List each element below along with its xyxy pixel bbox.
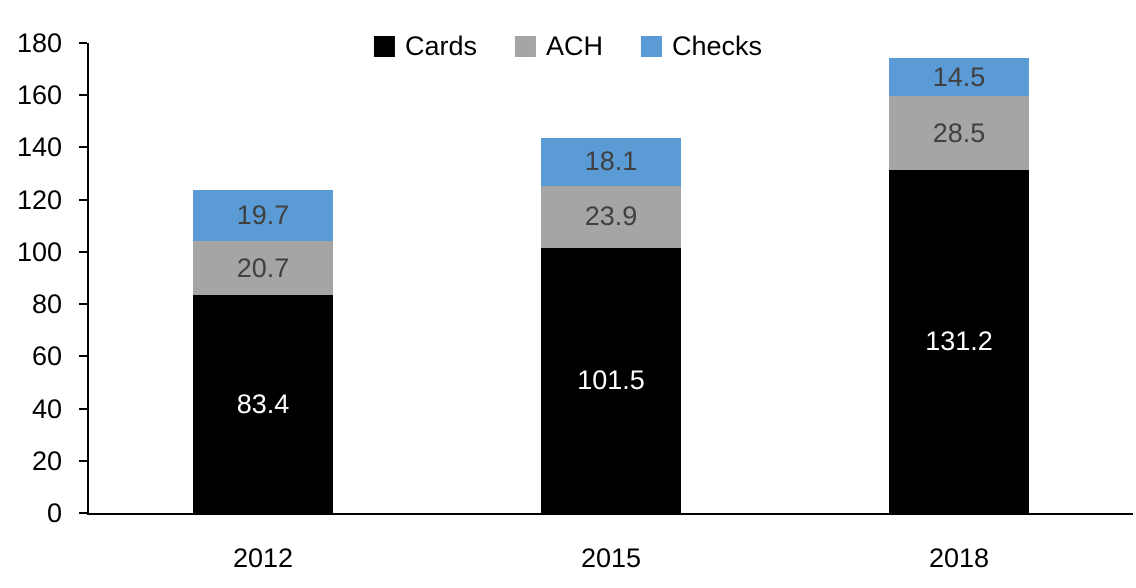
bar-segment-cards-2012: 83.4 (193, 295, 333, 513)
y-axis-line (87, 43, 89, 515)
y-axis-tick (79, 303, 87, 306)
data-label-checks-2018: 14.5 (932, 61, 986, 92)
chart-legend: Cards ACH Checks (373, 31, 762, 61)
bar-segment-ach-2012: 20.7 (193, 241, 333, 296)
x-axis-category-label: 2015 (580, 543, 642, 573)
data-label-checks-2015: 18.1 (584, 146, 638, 177)
data-label-cards-2015: 101.5 (577, 364, 645, 395)
data-label-ach-2015: 23.9 (584, 201, 638, 232)
legend-label: Cards (404, 31, 477, 61)
y-axis-tick-label: 20 (31, 445, 62, 476)
legend-label: ACH (545, 31, 604, 61)
y-axis-tick-label: 180 (16, 28, 62, 58)
bar-segment-checks-2018: 14.5 (889, 58, 1029, 96)
y-axis-tick-label: 60 (31, 341, 62, 372)
y-axis-tick (79, 42, 87, 44)
bar-segment-checks-2012: 19.7 (193, 189, 333, 242)
bar-segment-cards-2018: 131.2 (889, 170, 1029, 513)
y-axis-tick (79, 250, 87, 253)
y-axis-tick-label: 100 (16, 236, 62, 267)
bar-segment-ach-2015: 23.9 (541, 185, 681, 248)
data-label-ach-2012: 20.7 (236, 252, 290, 283)
legend-label: Checks (672, 31, 763, 61)
bar-segment-checks-2015: 18.1 (541, 138, 681, 186)
legend-marker-ach-icon (514, 36, 536, 57)
y-axis-tick (79, 459, 87, 462)
y-axis-tick (79, 198, 87, 201)
y-axis-tick-label: 120 (16, 184, 62, 215)
y-axis-tick-label: 140 (16, 132, 62, 163)
data-label-cards-2012: 83.4 (236, 388, 290, 419)
y-axis-tick (79, 512, 87, 514)
y-axis-tick (79, 146, 87, 149)
y-axis-tick-label: 0 (46, 498, 62, 528)
bar-segment-ach-2018: 28.5 (889, 96, 1029, 171)
y-axis-tick (79, 407, 87, 410)
x-axis-category-label: 2018 (928, 543, 990, 573)
x-axis-line (87, 513, 1133, 515)
bar-segment-cards-2015: 101.5 (541, 247, 681, 513)
legend-marker-checks-icon (641, 36, 663, 57)
legend-item-ach: ACH (514, 31, 604, 61)
data-label-cards-2018: 131.2 (925, 326, 993, 357)
y-axis-tick-label: 160 (16, 80, 62, 111)
y-axis-tick (79, 94, 87, 97)
legend-item-cards: Cards (373, 31, 477, 61)
y-axis-tick-label: 40 (31, 393, 62, 424)
x-axis-category-label: 2012 (232, 543, 294, 573)
legend-item-checks: Checks (641, 33, 762, 60)
legend-marker-cards-icon (373, 36, 395, 57)
y-axis-tick (79, 355, 87, 358)
data-label-ach-2018: 28.5 (932, 117, 986, 148)
y-axis-tick-label: 80 (31, 289, 62, 320)
data-label-checks-2012: 19.7 (236, 199, 290, 230)
